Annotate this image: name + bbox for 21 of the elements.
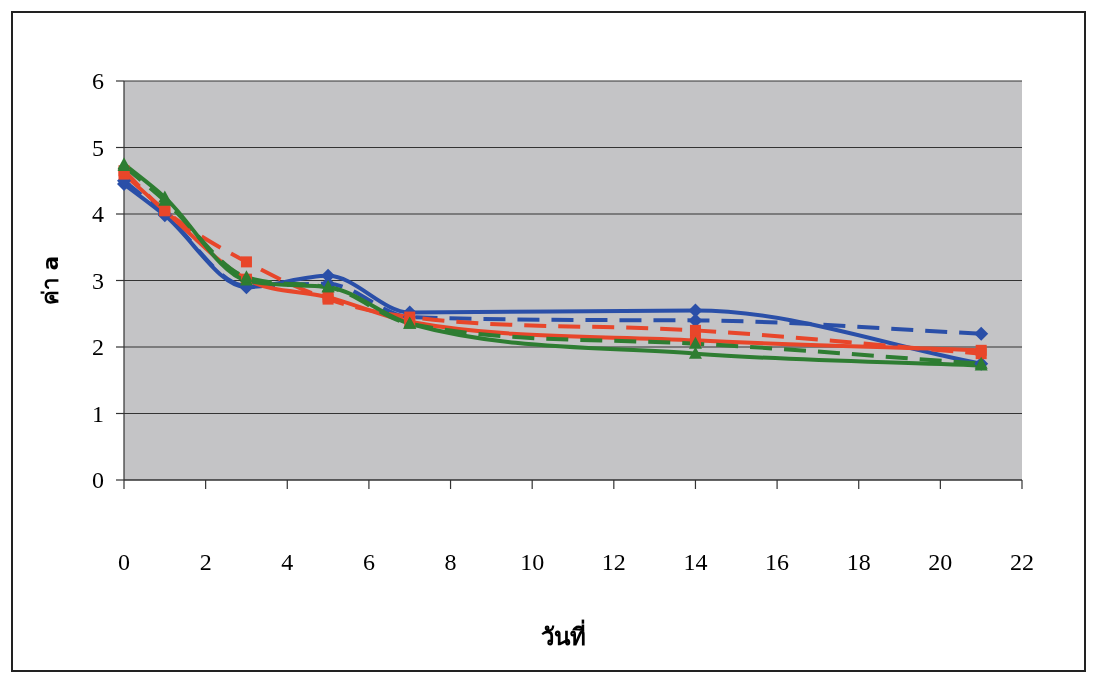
y-tick-label: 4 (92, 201, 104, 227)
x-tick-label: 10 (520, 549, 545, 575)
y-tick-label: 0 (92, 467, 104, 493)
y-tick-label: 1 (92, 400, 104, 427)
x-tick-label: 8 (444, 549, 457, 575)
x-tick-label: 2 (199, 549, 212, 575)
x-tick-label: 6 (362, 549, 375, 575)
y-axis-title: ค่า a (38, 255, 63, 306)
x-tick-label: 12 (601, 549, 626, 575)
x-tick-label: 0 (118, 549, 130, 575)
x-tick-label: 14 (683, 549, 708, 575)
x-tick-label: 4 (281, 549, 294, 575)
x-tick-label: 18 (846, 549, 871, 575)
x-tick-label: 16 (765, 549, 790, 575)
x-tick-label: 22 (1010, 549, 1034, 575)
y-tick-label: 3 (92, 267, 104, 294)
y-tick-label: 5 (92, 134, 104, 161)
x-tick-label: 20 (928, 549, 953, 575)
y-tick-label: 2 (92, 334, 104, 360)
y-tick-label: 6 (92, 68, 104, 94)
x-axis-title: วันที่ (540, 619, 586, 651)
